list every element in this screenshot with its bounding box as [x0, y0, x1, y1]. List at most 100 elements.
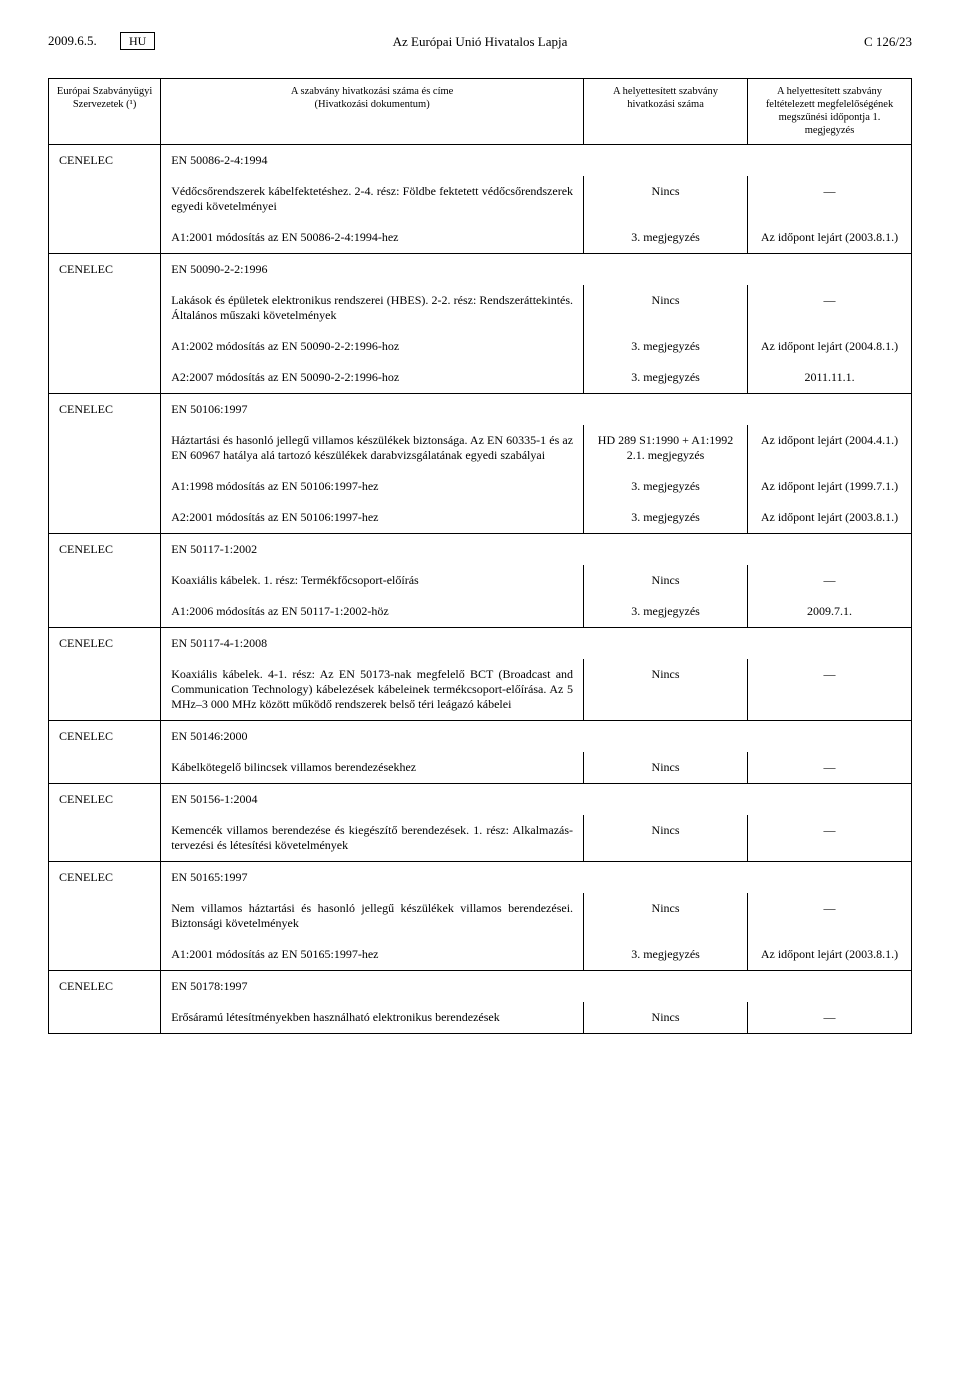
replaced-ref: 3. megjegyzés: [584, 362, 748, 394]
page-header: 2009.6.5. HU Az Európai Unió Hivatalos L…: [48, 32, 912, 50]
replaced-ref: Nincs: [584, 565, 748, 596]
header-date-lang: 2009.6.5. HU: [48, 32, 228, 50]
standard-desc: A1:1998 módosítás az EN 50106:1997-hez: [161, 471, 584, 502]
cessation-date: Az időpont lejárt (2003.8.1.): [748, 502, 912, 534]
header-row: Európai Szabványügyi Szervezetek (¹) A s…: [49, 79, 912, 145]
org-cell: CENELEC: [49, 970, 161, 1033]
table-row: CENELECEN 50165:1997: [49, 861, 912, 893]
replaced-ref: 3. megjegyzés: [584, 939, 748, 971]
table-row: Kemencék villamos berendezése és kiegész…: [49, 815, 912, 862]
table-row: A1:2006 módosítás az EN 50117-1:2002-höz…: [49, 596, 912, 628]
standards-table: Európai Szabványügyi Szervezetek (¹) A s…: [48, 78, 912, 1034]
standard-desc: Védőcsőrendszerek kábelfektetéshez. 2-4.…: [161, 176, 584, 222]
cessation-date: Az időpont lejárt (1999.7.1.): [748, 471, 912, 502]
table-row: A1:2002 módosítás az EN 50090-2-2:1996-h…: [49, 331, 912, 362]
standard-code: EN 50146:2000: [161, 720, 912, 752]
replaced-ref: Nincs: [584, 176, 748, 222]
table-row: Koaxiális kábelek. 1. rész: Termékfőcsop…: [49, 565, 912, 596]
col-cessation: A helyettesített szab­vány feltételezett…: [748, 79, 912, 145]
header-date: 2009.6.5.: [48, 33, 97, 48]
cessation-date: Az időpont lejárt (2003.8.1.): [748, 939, 912, 971]
col-title: A szabvány hivatkozási száma és címe (Hi…: [161, 79, 584, 145]
table-row: CENELECEN 50146:2000: [49, 720, 912, 752]
table-row: A1:2001 módosítás az EN 50165:1997-hez3.…: [49, 939, 912, 971]
lang-box: HU: [120, 32, 155, 50]
standard-desc: Lakások és épületek elektronikus rendsze…: [161, 285, 584, 331]
standard-code: EN 50117-1:2002: [161, 533, 912, 565]
standard-desc: Koaxiális kábelek. 4-1. rész: Az EN 5017…: [161, 659, 584, 721]
replaced-ref: Nincs: [584, 1002, 748, 1034]
org-cell: CENELEC: [49, 253, 161, 393]
replaced-ref: 3. megjegyzés: [584, 222, 748, 254]
cessation-date: —: [748, 815, 912, 862]
org-cell: CENELEC: [49, 393, 161, 533]
table-row: CENELECEN 50117-4-1:2008: [49, 627, 912, 659]
table-row: A1:1998 módosítás az EN 50106:1997-hez3.…: [49, 471, 912, 502]
standard-desc: Kemencék villamos berendezése és kiegész…: [161, 815, 584, 862]
standard-code: EN 50086-2-4:1994: [161, 144, 912, 176]
col-replaced: A helyettesített szabvány hivatkozási sz…: [584, 79, 748, 145]
org-cell: CENELEC: [49, 144, 161, 253]
org-cell: CENELEC: [49, 861, 161, 970]
header-page-no: C 126/23: [732, 34, 912, 50]
table-row: A1:2001 módosítás az EN 50086-2-4:1994-h…: [49, 222, 912, 254]
cessation-date: —: [748, 565, 912, 596]
org-cell: CENELEC: [49, 533, 161, 627]
standard-code: EN 50178:1997: [161, 970, 912, 1002]
cessation-date: —: [748, 1002, 912, 1034]
table-row: Nem villamos háztartási és hasonló jelle…: [49, 893, 912, 939]
cessation-date: Az időpont lejárt (2004.8.1.): [748, 331, 912, 362]
cessation-date: Az időpont lejárt (2003.8.1.): [748, 222, 912, 254]
replaced-ref: 3. megjegyzés: [584, 331, 748, 362]
standard-desc: Erősáramú létesítményekben használható e…: [161, 1002, 584, 1034]
cessation-date: —: [748, 752, 912, 784]
org-cell: CENELEC: [49, 720, 161, 783]
org-cell: CENELEC: [49, 627, 161, 720]
standard-desc: A2:2007 módosítás az EN 50090-2-2:1996-h…: [161, 362, 584, 394]
standard-desc: Háztartási és hasonló jellegű villamos k…: [161, 425, 584, 471]
standard-code: EN 50117-4-1:2008: [161, 627, 912, 659]
cessation-date: —: [748, 659, 912, 721]
table-row: CENELECEN 50086-2-4:1994: [49, 144, 912, 176]
table-row: Kábelkötegelő bilincsek villamos berende…: [49, 752, 912, 784]
table-row: A2:2001 módosítás az EN 50106:1997-hez3.…: [49, 502, 912, 534]
table-row: CENELECEN 50156-1:2004: [49, 783, 912, 815]
org-cell: CENELEC: [49, 783, 161, 861]
standard-desc: Nem villamos háztartási és hasonló jelle…: [161, 893, 584, 939]
replaced-ref: 3. megjegyzés: [584, 471, 748, 502]
table-row: Háztartási és hasonló jellegű villamos k…: [49, 425, 912, 471]
replaced-ref: Nincs: [584, 815, 748, 862]
cessation-date: —: [748, 285, 912, 331]
cessation-date: 2009.7.1.: [748, 596, 912, 628]
table-row: CENELECEN 50117-1:2002: [49, 533, 912, 565]
table-row: Lakások és épületek elektronikus rendsze…: [49, 285, 912, 331]
replaced-ref: Nincs: [584, 285, 748, 331]
replaced-ref: Nincs: [584, 752, 748, 784]
standard-desc: A2:2001 módosítás az EN 50106:1997-hez: [161, 502, 584, 534]
cessation-date: —: [748, 176, 912, 222]
standard-desc: A1:2001 módosítás az EN 50086-2-4:1994-h…: [161, 222, 584, 254]
standard-desc: A1:2006 módosítás az EN 50117-1:2002-höz: [161, 596, 584, 628]
replaced-ref: Nincs: [584, 659, 748, 721]
standard-desc: Kábelkötegelő bilincsek villamos berende…: [161, 752, 584, 784]
standard-code: EN 50156-1:2004: [161, 783, 912, 815]
table-row: Koaxiális kábelek. 4-1. rész: Az EN 5017…: [49, 659, 912, 721]
table-row: CENELECEN 50106:1997: [49, 393, 912, 425]
col-org: Európai Szabványügyi Szervezetek (¹): [49, 79, 161, 145]
cessation-date: —: [748, 893, 912, 939]
table-row: Erősáramú létesítményekben használható e…: [49, 1002, 912, 1034]
standard-desc: A1:2001 módosítás az EN 50165:1997-hez: [161, 939, 584, 971]
cessation-date: Az időpont lejárt (2004.4.1.): [748, 425, 912, 471]
standard-desc: A1:2002 módosítás az EN 50090-2-2:1996-h…: [161, 331, 584, 362]
table-row: CENELECEN 50090-2-2:1996: [49, 253, 912, 285]
replaced-ref: Nincs: [584, 893, 748, 939]
header-journal: Az Európai Unió Hivatalos Lapja: [228, 34, 732, 50]
replaced-ref: 3. megjegyzés: [584, 502, 748, 534]
standard-desc: Koaxiális kábelek. 1. rész: Termékfőcsop…: [161, 565, 584, 596]
cessation-date: 2011.11.1.: [748, 362, 912, 394]
standard-code: EN 50090-2-2:1996: [161, 253, 912, 285]
replaced-ref: 3. megjegyzés: [584, 596, 748, 628]
table-row: CENELECEN 50178:1997: [49, 970, 912, 1002]
table-row: A2:2007 módosítás az EN 50090-2-2:1996-h…: [49, 362, 912, 394]
replaced-ref: HD 289 S1:1990 + A1:1992 2.1. megjegyzés: [584, 425, 748, 471]
